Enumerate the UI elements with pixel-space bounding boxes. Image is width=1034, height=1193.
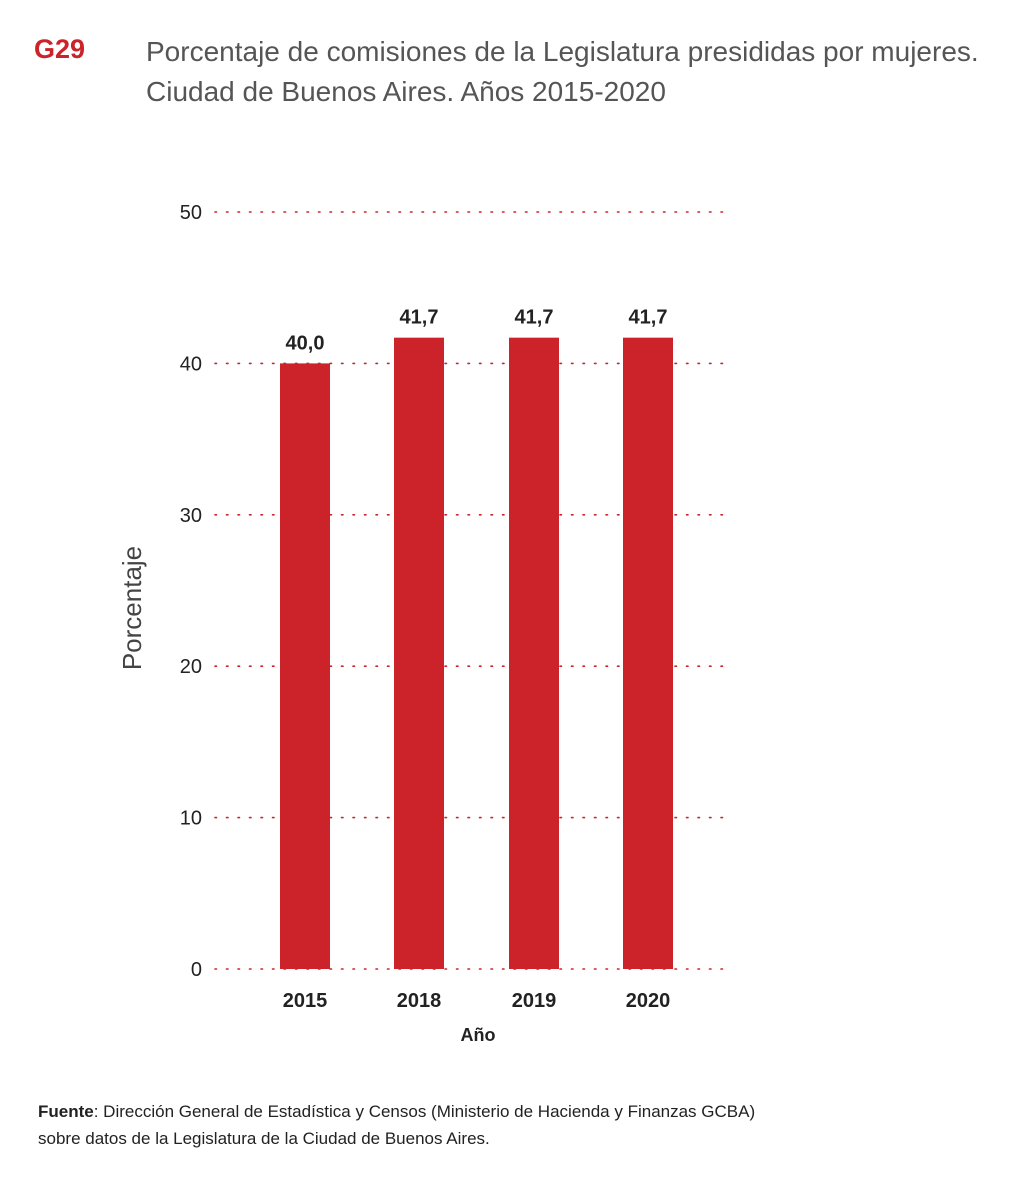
y-tick-label: 10 bbox=[180, 808, 202, 830]
y-tick-label: 30 bbox=[180, 505, 202, 527]
source-label: Fuente bbox=[38, 1102, 94, 1121]
source-line-2: sobre datos de la Legislatura de la Ciud… bbox=[38, 1129, 490, 1148]
x-tick-label-2020: 2020 bbox=[626, 990, 671, 1012]
x-tick-label-2015: 2015 bbox=[283, 990, 328, 1012]
y-axis-label: Porcentaje bbox=[117, 546, 147, 670]
y-tick-label: 50 bbox=[180, 202, 202, 224]
source-text-1: : Dirección General de Estadística y Cen… bbox=[93, 1102, 756, 1121]
chart-code: G29 bbox=[34, 34, 86, 64]
y-tick-label: 0 bbox=[191, 959, 202, 981]
y-tick-label: 20 bbox=[180, 656, 202, 678]
data-label-2019: 41,7 bbox=[515, 307, 554, 329]
chart-title-line-1: Porcentaje de comisiones de la Legislatu… bbox=[146, 36, 979, 67]
source-line-1: Fuente: Dirección General de Estadística… bbox=[38, 1098, 938, 1125]
x-tick-label-2019: 2019 bbox=[512, 990, 557, 1012]
x-tick-label-2018: 2018 bbox=[397, 990, 442, 1012]
bar-2020 bbox=[623, 337, 673, 969]
data-label-2015: 40,0 bbox=[286, 332, 325, 354]
bar-chart: 0 10 20 30 40 50 40,0 2015 41,7 2018 41,7 2019 41,7 2… bbox=[117, 202, 727, 1045]
x-axis-label: Año bbox=[461, 1025, 496, 1045]
bar-2015 bbox=[280, 363, 330, 969]
bar-2019 bbox=[509, 337, 559, 969]
data-label-2018: 41,7 bbox=[400, 307, 439, 329]
chart-title: Porcentaje de comisiones de la Legislatu… bbox=[146, 32, 1016, 112]
source-note: Fuente: Dirección General de Estadística… bbox=[38, 1098, 938, 1152]
y-tick-label: 40 bbox=[180, 353, 202, 375]
bar-2018 bbox=[394, 337, 444, 969]
data-label-2020: 41,7 bbox=[629, 307, 668, 329]
chart-title-line-2: Ciudad de Buenos Aires. Años 2015-2020 bbox=[146, 76, 666, 107]
